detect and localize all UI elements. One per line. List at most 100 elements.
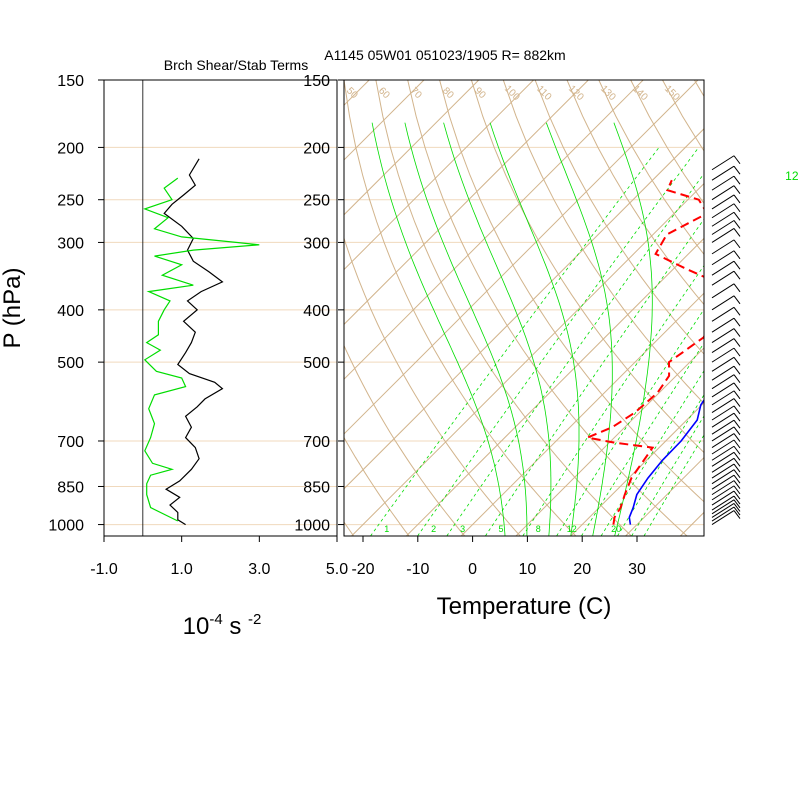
dry-adiabat	[662, 80, 704, 152]
left-plot-frame	[103, 79, 338, 537]
adiabat-label-top: 150	[662, 83, 682, 103]
wind-barb-feather	[733, 439, 741, 449]
moist-adiabat	[404, 122, 528, 536]
dry-adiabat	[344, 436, 410, 536]
wind-barb-feather	[733, 365, 741, 375]
wind-barb-feather	[733, 228, 741, 237]
wind-barb	[711, 185, 735, 201]
left-y-tick-label: 300	[57, 235, 84, 252]
isotherm	[344, 80, 589, 326]
wind-barb	[711, 203, 735, 219]
isotherm	[460, 292, 704, 536]
wind-barb	[711, 490, 735, 506]
mixing-ratio-label-bottom: 12	[567, 524, 577, 534]
skewt-x-tick-label: 30	[628, 561, 646, 578]
skewt-y-tick-label: 300	[303, 235, 330, 252]
wind-barb	[711, 220, 735, 235]
mixing-ratio-label-top: 12	[785, 169, 799, 183]
wind-barb-feather	[733, 405, 741, 415]
wind-barb	[711, 426, 735, 442]
wind-barb	[711, 295, 735, 311]
wind-barb	[711, 390, 735, 406]
wind-barb-feather	[733, 203, 741, 213]
wind-barb-feather	[733, 469, 741, 479]
left-y-tick-label: 150	[57, 73, 84, 90]
wind-barb	[711, 480, 735, 496]
wind-barb	[711, 347, 735, 363]
left-x-tick-label: 5.0	[326, 561, 348, 578]
wind-barb-feather	[733, 445, 741, 455]
mixing-ratio-line	[370, 147, 660, 536]
isotherm	[344, 80, 644, 380]
adiabat-label-top: 100	[502, 83, 522, 103]
left-x-tick-label: 3.0	[248, 561, 270, 578]
mixing-ratio-line	[485, 218, 704, 536]
mixing-ratio-label-bottom: 2	[431, 524, 436, 534]
dry-adiabat	[344, 80, 577, 536]
adiabat-label-top: 120	[566, 83, 586, 103]
wind-barb-feather	[733, 306, 741, 316]
y-axis-label: P (hPa)	[0, 268, 26, 349]
wind-barb	[711, 457, 735, 473]
mixing-ratio-line	[522, 264, 704, 536]
wind-barbs	[711, 155, 741, 525]
dry-adiabat	[470, 80, 704, 454]
wind-barb-feather	[733, 260, 741, 270]
left-y-tick-label: 400	[57, 303, 84, 320]
wind-barb-feather	[733, 220, 741, 229]
dry-adiabat	[598, 80, 704, 256]
isotherm	[344, 128, 704, 490]
isotherm	[790, 80, 800, 536]
mixing-ratio-line	[617, 394, 704, 536]
wind-barb-feather	[733, 295, 741, 305]
skewt-y-tick-label: 400	[303, 303, 330, 320]
wind-barb-feather	[733, 463, 741, 473]
wind-barb-feather	[733, 250, 741, 260]
mixing-ratio-line	[417, 147, 700, 536]
temperature-line	[628, 398, 704, 525]
wind-barb-feather	[733, 419, 741, 429]
adiabat-label-top: 130	[598, 83, 618, 103]
right-x-axis-label: Temperature (C)	[437, 593, 612, 620]
wind-barb	[711, 228, 735, 243]
skewt-y-tick-label: 150	[303, 73, 330, 90]
skewt-x-tick-label: -20	[351, 561, 374, 578]
dry-adiabat	[566, 80, 704, 306]
xlabel-base: 10	[183, 613, 210, 640]
wind-barb	[711, 317, 735, 333]
wind-barb	[711, 463, 735, 479]
isotherm	[680, 511, 704, 536]
shear-term-line	[163, 158, 224, 526]
mixing-ratio-label-bottom: 3	[460, 524, 465, 534]
wind-barb-feather	[733, 270, 741, 280]
wind-barb	[711, 165, 735, 181]
wind-barb	[711, 250, 735, 266]
mixing-ratio-label-bottom: 20	[611, 524, 621, 534]
moist-adiabat	[443, 122, 552, 536]
wind-barb	[711, 503, 735, 518]
left-y-tick-label: 1000	[48, 518, 84, 535]
isotherm	[625, 456, 704, 536]
wind-barb	[711, 485, 735, 501]
isotherm	[351, 182, 704, 536]
isotherm	[344, 80, 699, 435]
dry-adiabat	[534, 80, 704, 355]
wind-barb-feather	[733, 155, 741, 165]
wind-barb	[711, 510, 735, 525]
mixing-ratio-label-bottom: 8	[536, 524, 541, 534]
skewt-y-tick-label: 850	[303, 479, 330, 496]
skewt-plot-area	[344, 80, 800, 536]
skewt-x-tick-label: 20	[573, 561, 591, 578]
wind-barb-feather	[733, 485, 741, 495]
shear-stability-panel: 150 200 250 300 400 500 700 850 1000 -1.0 1.0 3.0 5.…	[48, 73, 348, 578]
wind-barb	[711, 328, 735, 344]
wind-barb	[711, 270, 735, 286]
wind-barb-feather	[733, 211, 741, 221]
isotherm	[344, 80, 534, 271]
wind-barb-feather	[733, 347, 741, 357]
skewt-y-tick-label: 250	[303, 193, 330, 210]
skewt-y-tick-label: 700	[303, 434, 330, 451]
skewt-y-tick-label: 500	[303, 355, 330, 372]
isotherm	[344, 80, 425, 161]
moist-adiabat	[613, 122, 653, 536]
